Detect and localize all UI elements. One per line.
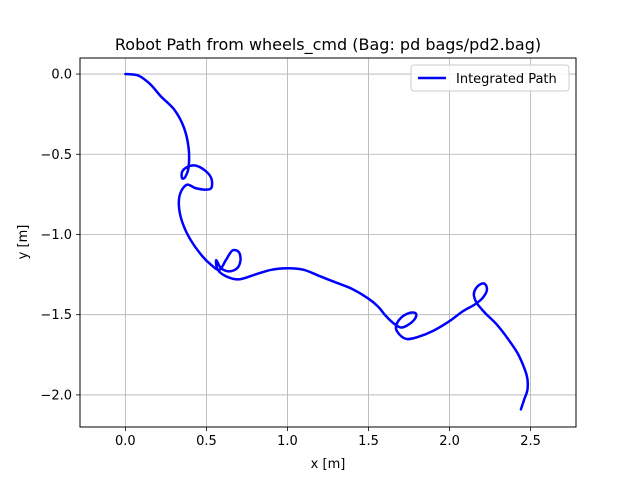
x-axis-title: x [m] — [311, 457, 346, 472]
y-tick-label: −1.5 — [40, 308, 72, 323]
series-line — [124, 72, 530, 411]
y-axis-title: y [m] — [16, 225, 31, 260]
plot-frame — [79, 57, 577, 428]
legend-box — [410, 64, 570, 92]
x-tick-label: 1.0 — [277, 434, 298, 449]
y-tick-label: −0.5 — [40, 148, 72, 163]
x-tick-label: 1.5 — [358, 434, 379, 449]
x-axis: 0.0 0.5 1.0 1.5 2.0 2.5 — [115, 427, 541, 449]
x-tick-label: 0.0 — [115, 434, 136, 449]
y-tick-label: −1.0 — [40, 228, 72, 243]
series-lines — [124, 72, 530, 411]
x-tick-label: 2.5 — [520, 434, 541, 449]
x-tick-label: 2.0 — [439, 434, 460, 449]
legend-label: Integrated Path — [456, 72, 557, 87]
x-tick-label: 0.5 — [196, 434, 217, 449]
legend: Integrated Path — [410, 64, 570, 92]
chart-title: Robot Path from wheels_cmd (Bag: pd bags… — [115, 35, 541, 55]
grid-lines — [80, 58, 576, 427]
y-tick-label: −2.0 — [40, 388, 72, 403]
y-axis: 0.0 −0.5 −1.0 −1.5 −2.0 — [40, 68, 80, 403]
y-tick-label: 0.0 — [51, 68, 72, 83]
